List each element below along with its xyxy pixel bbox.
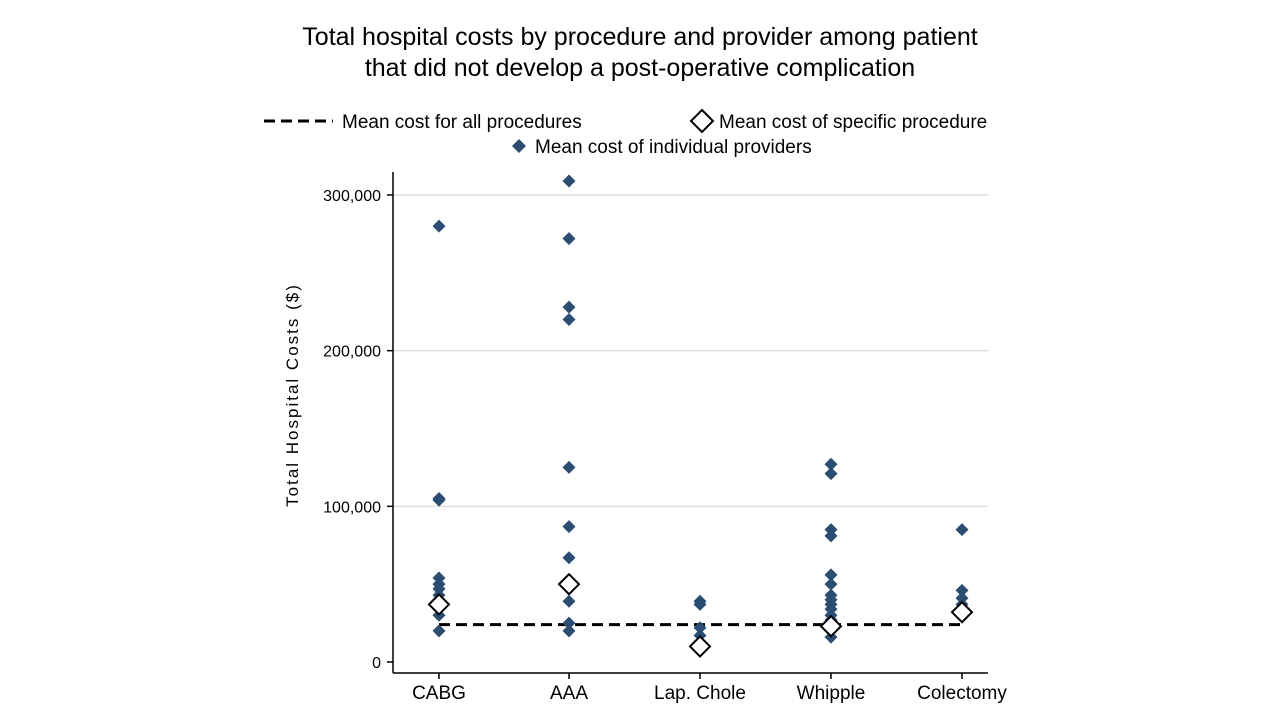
provider-point <box>562 300 576 314</box>
procedure-mean-marker <box>557 572 581 596</box>
chart-title: Total hospital costs by procedure and pr… <box>0 22 1280 84</box>
legend-provider-swatch <box>512 139 526 153</box>
provider-point <box>955 583 969 597</box>
provider-point <box>955 523 969 537</box>
legend-mean-all-label: Mean cost for all procedures <box>342 112 582 133</box>
provider-point <box>693 621 707 635</box>
x-category-label: Whipple <box>797 683 866 704</box>
procedure-mean-markers <box>427 572 974 658</box>
provider-point <box>562 616 576 630</box>
legend-provider-label: Mean cost of individual providers <box>535 137 812 158</box>
chart-title-line-2: that did not develop a post-operative co… <box>364 54 916 82</box>
provider-point <box>562 313 576 327</box>
provider-point <box>824 568 838 582</box>
procedure-mean-marker <box>427 592 451 616</box>
y-tick-label: 100,000 <box>323 499 381 516</box>
provider-points <box>432 174 969 650</box>
provider-point <box>562 520 576 534</box>
provider-point <box>693 597 707 611</box>
procedure-mean-marker <box>688 635 712 658</box>
y-tick-label: 0 <box>372 655 381 672</box>
x-ticks: CABG AAA Lap. Chole Whipple Colectomy <box>412 673 1007 704</box>
grid-lines <box>393 194 988 508</box>
provider-point <box>824 467 838 481</box>
x-category-label: Colectomy <box>917 683 1007 704</box>
procedure-mean-marker <box>819 614 843 638</box>
provider-point <box>432 624 446 638</box>
y-axis-label: Total Hospital Costs ($) <box>283 283 302 507</box>
provider-point <box>824 457 838 471</box>
y-tick-label: 300,000 <box>323 188 381 205</box>
y-ticks: 0 100,000 200,000 300,000 <box>323 188 393 672</box>
provider-point <box>432 219 446 233</box>
provider-point <box>562 174 576 188</box>
x-category-label: AAA <box>550 683 588 704</box>
provider-point <box>562 551 576 565</box>
axes <box>392 172 988 674</box>
legend-procedure-mean-swatch <box>689 108 715 134</box>
legend: Mean cost for all procedures Mean cost o… <box>264 108 987 158</box>
chart-title-line-1: Total hospital costs by procedure and pr… <box>302 23 978 51</box>
provider-point <box>824 529 838 543</box>
provider-point <box>562 594 576 608</box>
x-category-label: Lap. Chole <box>654 683 746 704</box>
y-tick-label: 200,000 <box>323 344 381 361</box>
x-category-label: CABG <box>412 683 466 704</box>
provider-point <box>824 577 838 591</box>
provider-point <box>562 232 576 246</box>
provider-point <box>562 624 576 638</box>
provider-point <box>432 493 446 507</box>
legend-procedure-mean-label: Mean cost of specific procedure <box>719 112 987 133</box>
procedure-mean-marker <box>950 600 974 624</box>
provider-point <box>562 460 576 474</box>
